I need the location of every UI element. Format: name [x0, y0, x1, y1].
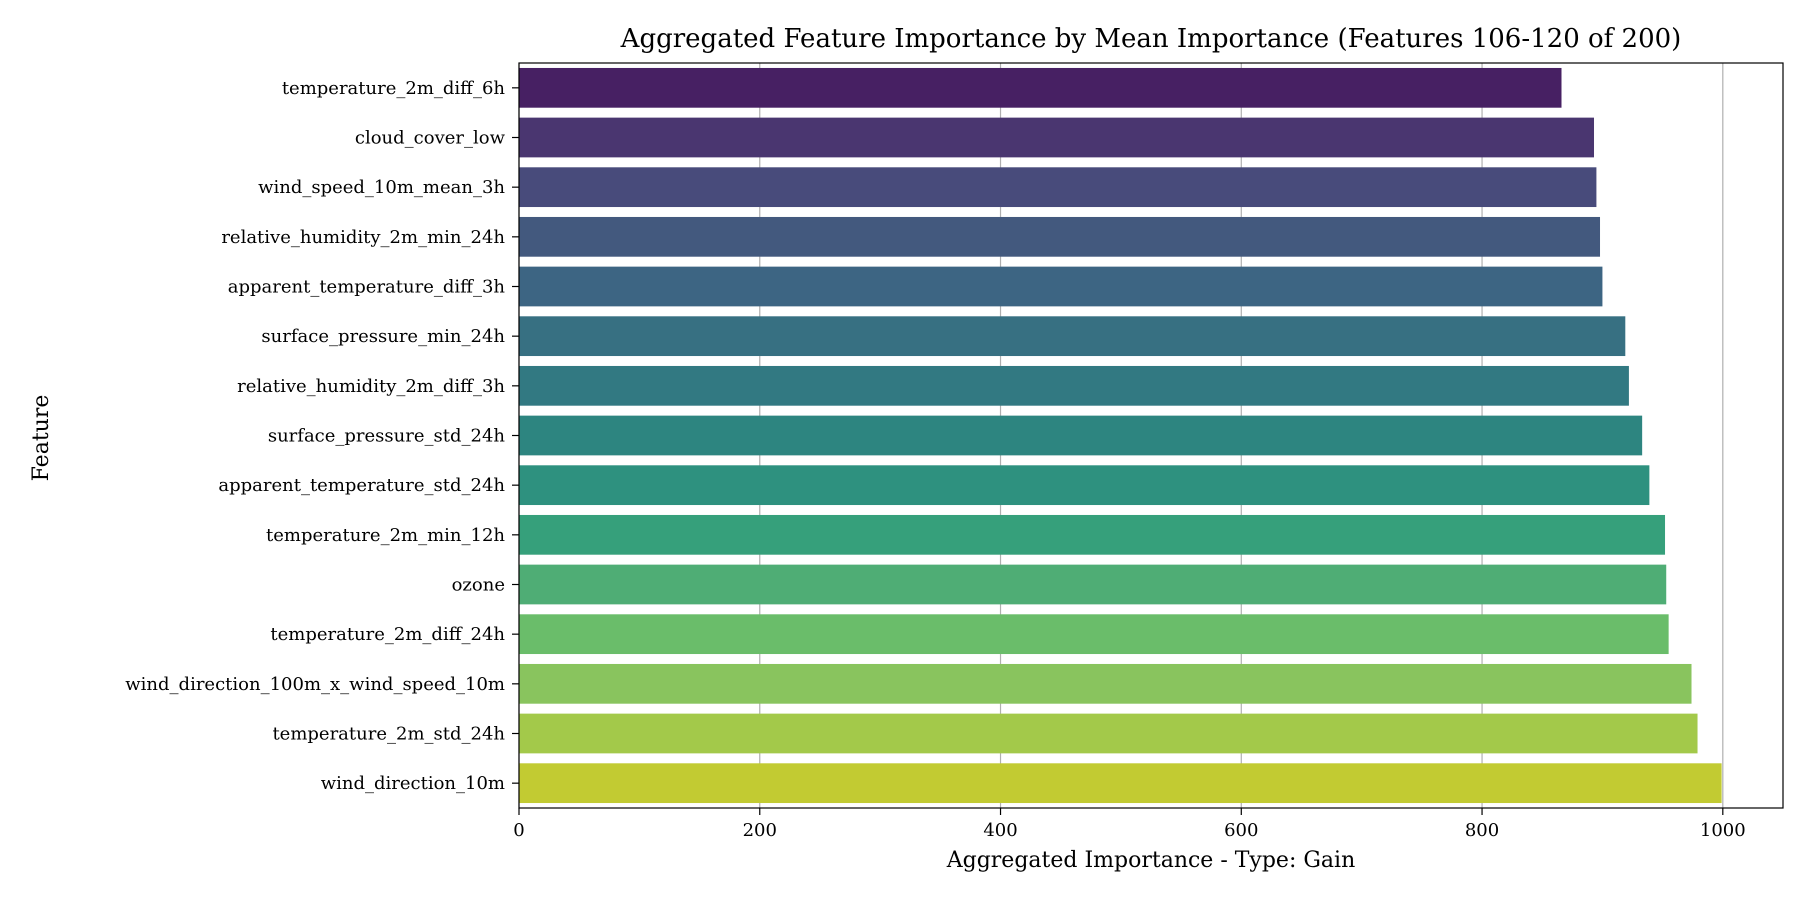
bar: [519, 216, 1601, 257]
bar: [519, 316, 1626, 357]
y-axis-ticks: temperature_2m_diff_6h cloud_cover_lowwin…: [125, 78, 519, 794]
y-tick-label: surface_pressure_min_24h: [261, 326, 505, 347]
bar: [519, 564, 1667, 605]
bar: [519, 663, 1692, 704]
bar: [519, 713, 1698, 754]
bar: [519, 266, 1603, 307]
y-axis-label: Feature: [29, 395, 54, 482]
x-tick-label: 1000: [1700, 820, 1746, 841]
y-tick-label: relative_humidity_2m_diff_3h: [237, 376, 505, 397]
bar: [519, 614, 1669, 655]
x-tick-label: 600: [1224, 820, 1258, 841]
y-tick-label: apparent_temperature_diff_3h: [228, 277, 506, 298]
x-tick-label: 200: [743, 820, 777, 841]
y-tick-label: temperature_2m_min_12h: [266, 525, 505, 546]
x-tick-label: 800: [1465, 820, 1499, 841]
y-tick-label: wind_speed_10m_mean_3h: [258, 177, 505, 198]
y-tick-label: ozone: [452, 575, 505, 596]
bar: [519, 514, 1666, 555]
x-tick-label: 400: [983, 820, 1017, 841]
bar: [519, 465, 1650, 506]
x-axis-ticks: 0 200 400 600 800 1000: [513, 808, 1746, 841]
x-tick-label: 0: [513, 820, 524, 841]
x-axis-label: Aggregated Importance - Type: Gain: [946, 848, 1356, 873]
y-tick-label: wind_direction_100m_x_wind_speed_10m: [125, 674, 505, 695]
bar: [519, 415, 1643, 456]
y-tick-label: relative_humidity_2m_min_24h: [221, 227, 505, 248]
bar: [519, 365, 1629, 406]
bar: [519, 117, 1595, 158]
y-tick-label: apparent_temperature_std_24h: [218, 475, 505, 496]
bar: [519, 167, 1597, 208]
y-tick-label: temperature_2m_diff_6h: [282, 78, 506, 99]
bars: [519, 67, 1722, 804]
y-tick-label: temperature_2m_diff_24h: [270, 624, 505, 645]
y-tick-label: wind_direction_10m: [321, 773, 505, 794]
bar: [519, 763, 1722, 804]
y-tick-label: temperature_2m_std_24h: [272, 724, 505, 745]
chart-title: Aggregated Feature Importance by Mean Im…: [620, 24, 1682, 54]
y-tick-label: cloud_cover_low: [355, 128, 506, 149]
y-tick-label: surface_pressure_std_24h: [268, 426, 506, 447]
bar: [519, 67, 1562, 108]
